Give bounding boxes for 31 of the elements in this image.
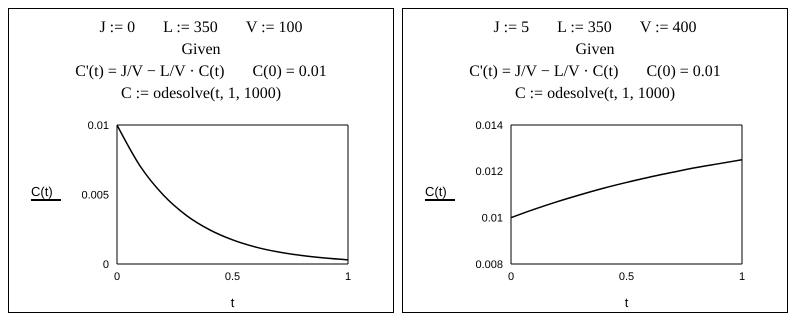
text: V := 100	[246, 18, 303, 38]
y-tick-label: 0.014	[475, 120, 503, 132]
text: J := 5	[493, 18, 530, 38]
y-axis-title: C(t)	[425, 184, 455, 201]
y-tick-label: 0.005	[81, 189, 109, 202]
text: C(0) = 0.01	[646, 62, 721, 82]
x-tick-label: 1	[344, 270, 352, 283]
text: C := odesolve(t, 1, 1000)	[514, 84, 676, 104]
text: Given	[575, 40, 615, 60]
text: J := 0	[99, 18, 136, 38]
y-tick-label: 0.008	[475, 258, 503, 271]
text: C'(t) = J/V − L/V · C(t)	[469, 62, 618, 82]
text: C'(t) = J/V − L/V · C(t)	[75, 62, 224, 82]
x-tick-label: 0.5	[224, 270, 240, 283]
x-axis-title: t	[230, 295, 235, 310]
y-tick-label: 0.01	[482, 212, 503, 225]
y-axis-title: C(t)	[31, 184, 61, 201]
y-tick-label: 0.01	[88, 120, 109, 132]
text: V := 400	[640, 18, 697, 38]
x-tick-label: 0	[114, 270, 120, 283]
y-tick-label: 0	[102, 258, 109, 271]
x-tick-label: 1	[738, 270, 746, 283]
text: C := odesolve(t, 1, 1000)	[120, 84, 282, 104]
x-tick-label: 0	[508, 270, 514, 283]
y-tick-label: 0.012	[475, 166, 503, 178]
x-axis-title: t	[624, 295, 629, 310]
text: L := 350	[557, 18, 612, 38]
x-tick-label: 0.5	[618, 270, 634, 283]
text: Given	[181, 40, 221, 60]
text: C(0) = 0.01	[252, 62, 327, 82]
text: L := 350	[163, 18, 218, 38]
